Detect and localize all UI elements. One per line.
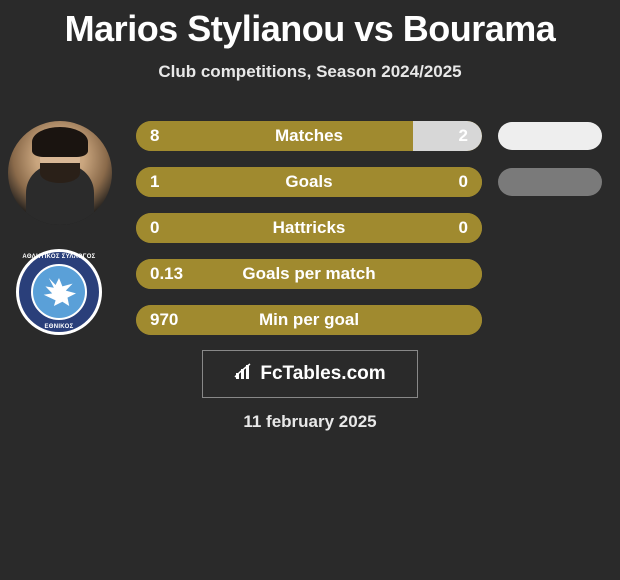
stat-bar: 970Min per goal <box>136 305 482 335</box>
stat-bar: 82Matches <box>136 121 482 151</box>
club-crest: ΑΘΛΗΤΙΚΟΣ ΣΥΛΛΟΓΟΣ ΕΘΝΙΚΟΣ <box>16 249 102 335</box>
metric-label: Goals <box>136 167 482 197</box>
stat-bar: 00Hattricks <box>136 213 482 243</box>
result-pill <box>498 122 602 150</box>
subtitle: Club competitions, Season 2024/2025 <box>0 62 620 82</box>
metric-label: Goals per match <box>136 259 482 289</box>
stat-row: 0.13Goals per match <box>136 259 610 289</box>
branding-box: FcTables.com <box>202 350 418 398</box>
metric-label: Hattricks <box>136 213 482 243</box>
stat-row: 82Matches <box>136 121 610 151</box>
bar-chart-icon <box>234 363 256 386</box>
page-title: Marios Stylianou vs Bourama <box>0 0 620 50</box>
stat-row: 00Hattricks <box>136 213 610 243</box>
stat-bar: 0.13Goals per match <box>136 259 482 289</box>
result-pill <box>498 168 602 196</box>
stat-row: 970Min per goal <box>136 305 610 335</box>
stat-row: 10Goals <box>136 167 610 197</box>
left-column: ΑΘΛΗΤΙΚΟΣ ΣΥΛΛΟΓΟΣ ΕΘΝΙΚΟΣ <box>8 115 118 335</box>
crest-text-bottom: ΕΘΝΙΚΟΣ <box>19 324 99 330</box>
metric-label: Matches <box>136 121 482 151</box>
stat-bar: 10Goals <box>136 167 482 197</box>
player-avatar <box>8 121 112 225</box>
brand-text: FcTables.com <box>260 363 385 385</box>
date-line: 11 february 2025 <box>0 412 620 432</box>
metric-label: Min per goal <box>136 305 482 335</box>
stat-rows: 82Matches 10Goals 00Hattricks 0.13Goals per… <box>136 121 610 351</box>
crest-text-top: ΑΘΛΗΤΙΚΟΣ ΣΥΛΛΟΓΟΣ <box>19 254 99 260</box>
